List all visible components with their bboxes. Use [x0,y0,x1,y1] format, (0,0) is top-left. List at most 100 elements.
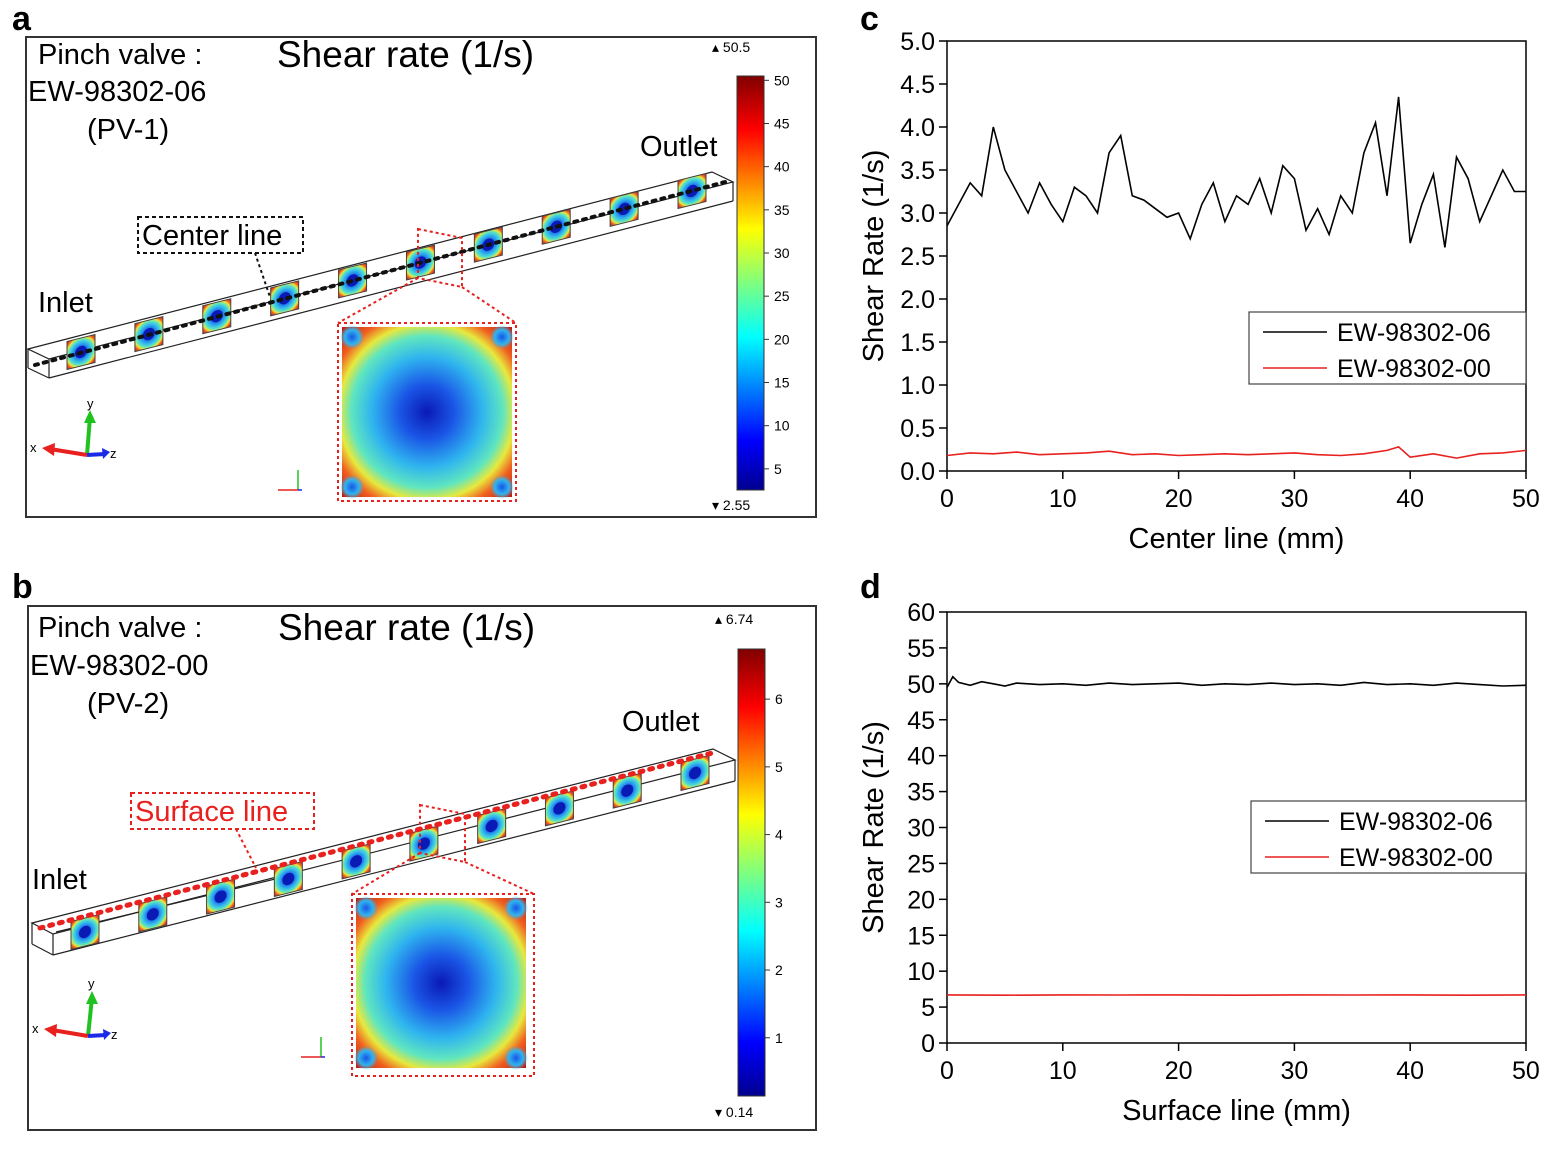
y-tick-label: 60 [907,599,935,627]
y-tick-label: 40 [907,743,935,771]
colorbar-tick-label: 2 [775,962,783,978]
x-axis-label: Surface line (mm) [1122,1095,1351,1127]
y-tick-label: 55 [907,635,935,663]
center-line-pointer [254,252,271,298]
x-tick-label: 0 [940,1057,954,1085]
colorbar-tick-label: 45 [774,115,790,131]
center-line-dots [33,180,727,367]
x-tick-label: 10 [1049,1057,1077,1085]
legend-entry: EW-98302-06 [1337,319,1491,347]
y-tick-label: 10 [907,958,935,986]
zoom-indicator-a [337,227,517,324]
y-tick-label: 45 [907,707,935,735]
axis-triad-b: y x z [32,976,325,1058]
valve-line-1: Pinch valve : [38,39,202,71]
series-line-ew-98302-06 [946,675,1527,688]
x-tick-label: 40 [1396,1057,1424,1085]
colorbar-tick-label: 20 [774,331,790,347]
colorbar-b: ▴ 6.74 ▾ 0.14 6 5 4 3 2 1 [715,611,783,1120]
x-axis-label: Center line (mm) [1129,523,1345,555]
colorbar-tick-label: 1 [775,1030,783,1046]
center-line-box [137,216,304,254]
colorbar-min-label: ▾ 2.55 [712,497,750,513]
zoom-frame-a [337,322,517,502]
y-tick-label: 35 [907,779,935,807]
valve-line-3: (PV-2) [87,688,169,720]
triad-x: x [30,440,37,455]
zoom-frame-b [351,893,535,1077]
triad-z: z [111,1027,118,1042]
colorbar-tick-label: 40 [774,159,790,175]
valve-line-2: EW-98302-06 [28,76,206,108]
colorbar-a: ▴ 50.5 ▾ 2.55 50 45 40 35 30 25 20 15 10 5 [712,39,790,513]
plot-title: Shear rate (1/s) [278,607,535,648]
colorbar-tick-label: 25 [774,288,790,304]
colorbar-tick-label: 30 [774,245,790,261]
x-tick-label: 0 [940,485,954,513]
x-tick-label: 50 [1512,485,1540,513]
y-tick-label: 0.0 [900,458,935,486]
panel-label-b: b [12,568,33,606]
panel-b: b Pinch valve : EW-98302-00 (PV-2) Shear… [12,568,817,1131]
panel-label-d: d [860,568,881,606]
surface-line-pointer [235,828,257,869]
x-tick-label: 30 [1280,1057,1308,1085]
colorbar-tick-label: 15 [774,375,790,391]
panel-label-c: c [860,0,879,38]
valve-line-2: EW-98302-00 [30,650,208,682]
y-tick-label: 3.0 [900,200,935,228]
inlet-label: Inlet [32,864,87,896]
colorbar-tick-label: 35 [774,202,790,218]
triad-x: x [32,1021,39,1036]
y-tick-label: 15 [907,922,935,950]
axis-triad-a: y x z [30,396,302,491]
y-tick-label: 2.0 [900,286,935,314]
legend-entry: EW-98302-00 [1337,355,1491,383]
surface-line-dots [37,749,719,931]
plot-title: Shear rate (1/s) [277,34,534,75]
y-tick-label: 3.5 [900,157,935,185]
legend-entry: EW-98302-00 [1339,844,1493,872]
colorbar-min-label: ▾ 0.14 [715,1104,753,1120]
panel-label-a: a [12,0,32,38]
x-tick-label: 20 [1165,485,1193,513]
y-tick-label: 4.5 [900,71,935,99]
triad-y: y [88,976,95,991]
inlet-label: Inlet [38,287,93,319]
triad-z: z [110,446,117,461]
y-axis-label: Shear Rate (1/s) [858,721,890,934]
valve-line-3: (PV-1) [87,114,169,146]
panel-a: a Pinch valve : EW-98302-06 (PV-1) Shear… [12,0,817,518]
center-line-label: Center line [142,220,282,252]
y-axis-label: Shear Rate (1/s) [858,150,890,363]
y-tick-label: 20 [907,886,935,914]
channel-a [26,171,735,379]
x-tick-label: 50 [1512,1057,1540,1085]
legend-entry: EW-98302-06 [1339,808,1493,836]
x-tick-label: 40 [1396,485,1424,513]
y-tick-label: 30 [907,815,935,843]
y-tick-label: 0 [921,1030,935,1058]
y-tick-label: 1.5 [900,329,935,357]
colorbar-tick-label: 50 [774,72,790,88]
legend-box [1250,800,1527,874]
zoom-cross-section-a [340,325,514,499]
surface-line-label: Surface line [135,796,288,828]
x-tick-label: 10 [1049,485,1077,513]
zoom-cross-section-b [354,896,528,1070]
triad-y: y [87,396,94,411]
y-tick-label: 0.5 [900,415,935,443]
y-tick-label: 1.0 [900,372,935,400]
y-tick-label: 25 [907,850,935,878]
panel-c: c 0.0 0.5 1.0 1.5 2.0 2.5 3.0 3.5 4.0 4.5 5.0 0 10 20… [858,0,1540,555]
outlet-label: Outlet [640,131,717,163]
y-tick-label: 2.5 [900,243,935,271]
x-tick-label: 20 [1165,1057,1193,1085]
colorbar-tick-label: 10 [774,418,790,434]
series-line-ew-98302-06 [946,96,1526,248]
colorbar-tick-label: 5 [774,461,782,477]
plot-frame [946,40,1527,472]
zoom-indicator-b [351,803,535,895]
colorbar-tick-label: 3 [775,894,783,910]
